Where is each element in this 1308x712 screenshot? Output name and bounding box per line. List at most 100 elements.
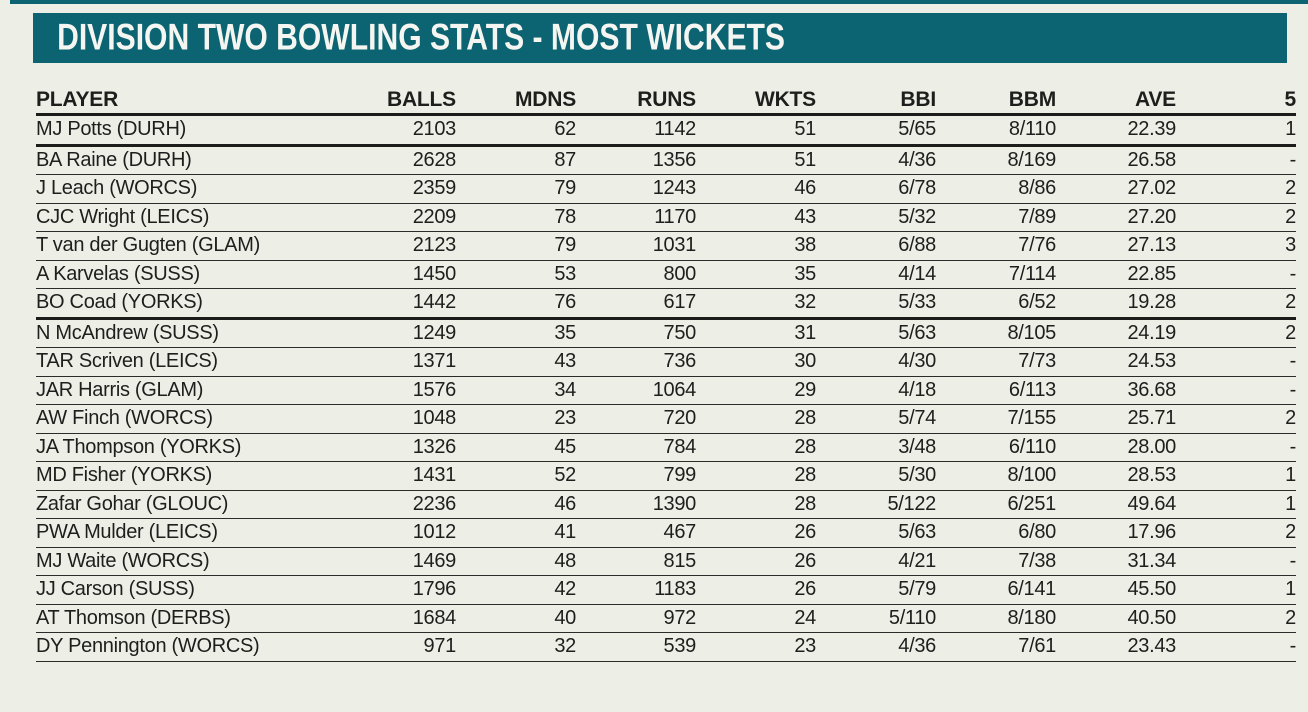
table-row: MJ Potts (DURH) 2103 62 1142 51 5/65 8/110 22.3…	[36, 114, 1296, 147]
stat-cell: 19.28	[1056, 288, 1176, 320]
stat-cell: 1	[1176, 575, 1296, 605]
table-row: AT Thomson (DERBS) 1684 40 972 24 5/110 8/180 4…	[36, 604, 1296, 633]
player-cell: BO Coad (YORKS)	[36, 288, 336, 320]
stat-cell: 539	[576, 632, 696, 662]
stat-cell: 2	[1176, 288, 1296, 320]
stat-cell: 7/155	[936, 404, 1056, 434]
table-row: A Karvelas (SUSS) 1450 53 800 35 4/14 7/114 22.…	[36, 260, 1296, 289]
player-cell: MD Fisher (YORKS)	[36, 461, 336, 491]
table-row: Zafar Gohar (GLOUC) 2236 46 1390 28 5/122 6/25…	[36, 490, 1296, 519]
stat-cell: 43	[456, 347, 576, 377]
player-cell: A Karvelas (SUSS)	[36, 260, 336, 289]
stat-cell: 78	[456, 203, 576, 232]
stat-cell: 2359	[336, 174, 456, 204]
player-cell: AW Finch (WORCS)	[36, 404, 336, 434]
stat-cell: -	[1176, 145, 1296, 175]
stat-cell: 79	[456, 174, 576, 204]
stat-cell: 2236	[336, 490, 456, 519]
stat-cell: 4/36	[816, 632, 936, 662]
stat-cell: 6/80	[936, 518, 1056, 548]
stat-cell: 42	[456, 575, 576, 605]
table-row: AW Finch (WORCS) 1048 23 720 28 5/74 7/155 25.7…	[36, 404, 1296, 434]
stat-cell: 23	[456, 404, 576, 434]
stat-cell: 2123	[336, 231, 456, 261]
player-cell: TAR Scriven (LEICS)	[36, 347, 336, 377]
stat-cell: 53	[456, 260, 576, 289]
table-row: MJ Waite (WORCS) 1469 48 815 26 4/21 7/38 31.34…	[36, 547, 1296, 576]
stat-cell: 38	[696, 231, 816, 261]
stat-cell: 23.43	[1056, 632, 1176, 662]
stat-cell: 28	[696, 461, 816, 491]
stat-cell: 5/63	[816, 518, 936, 548]
stat-cell: -	[1176, 632, 1296, 662]
player-cell: DY Pennington (WORCS)	[36, 632, 336, 662]
column-header-player: PLAYER	[36, 86, 336, 116]
table-row: BA Raine (DURH) 2628 87 1356 51 4/36 8/169 26.5…	[36, 145, 1296, 175]
player-cell: T van der Gugten (GLAM)	[36, 231, 336, 261]
stat-cell: 26.58	[1056, 145, 1176, 175]
stat-cell: 800	[576, 260, 696, 289]
stat-cell: 28	[696, 433, 816, 462]
stat-cell: -	[1176, 547, 1296, 576]
stat-cell: 1	[1176, 114, 1296, 147]
stats-table-head: PLAYER BALLS MDNS RUNS WKTS BBI BBM AVE 5	[36, 86, 1296, 116]
stat-cell: 24.19	[1056, 318, 1176, 348]
player-cell: AT Thomson (DERBS)	[36, 604, 336, 633]
stat-cell: 4/21	[816, 547, 936, 576]
bowling-stats-table: PLAYER BALLS MDNS RUNS WKTS BBI BBM AVE 5 MJ Pot…	[36, 86, 1296, 662]
stat-cell: 28	[696, 490, 816, 519]
player-cell: PWA Mulder (LEICS)	[36, 518, 336, 548]
stat-cell: 2	[1176, 404, 1296, 434]
stat-cell: 45.50	[1056, 575, 1176, 605]
player-cell: CJC Wright (LEICS)	[36, 203, 336, 232]
stat-cell: 34	[456, 376, 576, 405]
page-title: DIVISION TWO BOWLING STATS - MOST WICKET…	[57, 16, 786, 59]
stat-cell: 6/78	[816, 174, 936, 204]
stat-cell: 1	[1176, 461, 1296, 491]
table-row: MD Fisher (YORKS) 1431 52 799 28 5/30 8/100 28.…	[36, 461, 1296, 491]
stat-cell: 40	[456, 604, 576, 633]
stat-cell: 1064	[576, 376, 696, 405]
column-header-runs: RUNS	[576, 86, 696, 116]
stats-header-row: PLAYER BALLS MDNS RUNS WKTS BBI BBM AVE 5	[36, 86, 1296, 116]
player-cell: BA Raine (DURH)	[36, 145, 336, 175]
stat-cell: 1326	[336, 433, 456, 462]
stat-cell: 3	[1176, 231, 1296, 261]
stat-cell: 1	[1176, 490, 1296, 519]
stat-cell: 5/79	[816, 575, 936, 605]
stat-cell: 43	[696, 203, 816, 232]
stat-cell: 1450	[336, 260, 456, 289]
stat-cell: 5/63	[816, 318, 936, 348]
stat-cell: 17.96	[1056, 518, 1176, 548]
stat-cell: 799	[576, 461, 696, 491]
stat-cell: 1170	[576, 203, 696, 232]
stat-cell: 617	[576, 288, 696, 320]
column-header-5: 5	[1176, 86, 1296, 116]
stat-cell: 2	[1176, 604, 1296, 633]
player-cell: Zafar Gohar (GLOUC)	[36, 490, 336, 519]
stat-cell: 5/32	[816, 203, 936, 232]
stat-cell: 2103	[336, 114, 456, 147]
stat-cell: 2	[1176, 203, 1296, 232]
stat-cell: 5/110	[816, 604, 936, 633]
stat-cell: 41	[456, 518, 576, 548]
player-cell: JA Thompson (YORKS)	[36, 433, 336, 462]
stat-cell: 4/30	[816, 347, 936, 377]
stat-cell: 45	[456, 433, 576, 462]
table-row: J Leach (WORCS) 2359 79 1243 46 6/78 8/86 27.02…	[36, 174, 1296, 204]
stat-cell: -	[1176, 260, 1296, 289]
stat-cell: 1796	[336, 575, 456, 605]
stat-cell: 7/38	[936, 547, 1056, 576]
stat-cell: 46	[456, 490, 576, 519]
player-cell: MJ Waite (WORCS)	[36, 547, 336, 576]
stat-cell: 4/14	[816, 260, 936, 289]
column-header-mdns: MDNS	[456, 86, 576, 116]
stat-cell: 6/110	[936, 433, 1056, 462]
stat-cell: 5/33	[816, 288, 936, 320]
stats-table-body: MJ Potts (DURH) 2103 62 1142 51 5/65 8/110 22.3…	[36, 114, 1296, 662]
stat-cell: 2	[1176, 518, 1296, 548]
table-row: JA Thompson (YORKS) 1326 45 784 28 3/48 6/110 2…	[36, 433, 1296, 462]
player-cell: J Leach (WORCS)	[36, 174, 336, 204]
stat-cell: 7/73	[936, 347, 1056, 377]
